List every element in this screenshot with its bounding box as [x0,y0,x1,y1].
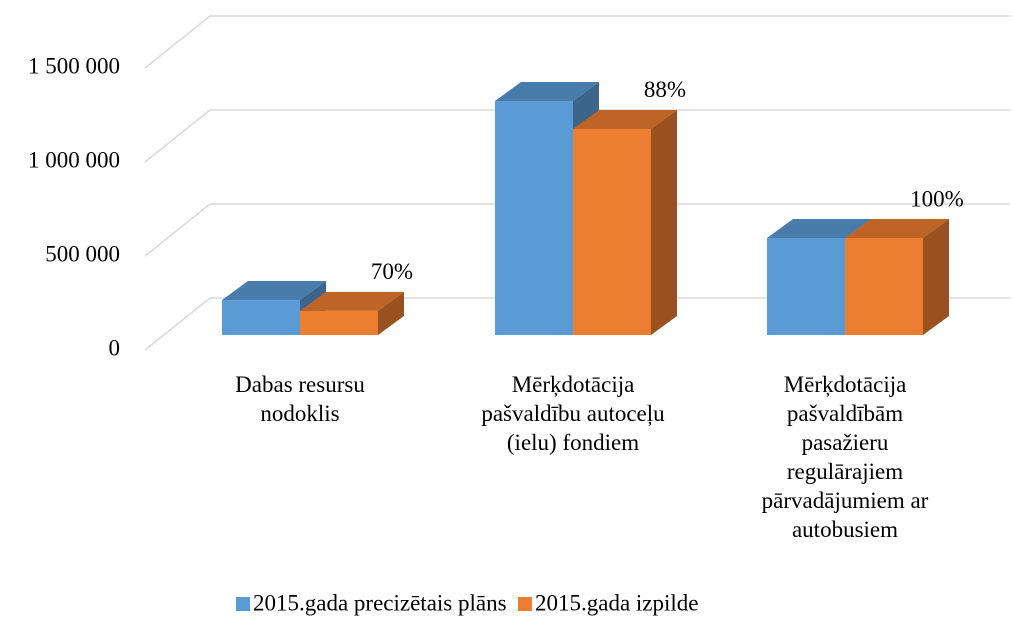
value-label: 70% [371,259,413,284]
bar [767,237,845,335]
value-label: 88% [644,77,686,102]
grid-line [144,109,211,163]
x-tick-label: Mērķdotācija pašvaldībām pasažieru regul… [761,372,929,542]
bar [845,237,923,335]
bar [222,300,300,335]
bar-top [300,291,404,311]
bar-top [767,218,871,238]
x-tick-label: Dabas resursu nodoklis [235,372,365,426]
bar-side [923,218,949,335]
legend-label: 2015.gada izpilde [535,590,699,615]
y-tick-label: 0 [109,335,121,360]
legend-swatch [236,597,250,611]
legend-label: 2015.gada precizētais plāns [253,590,507,615]
y-tick-label: 1 500 000 [28,53,120,78]
value-label: 100% [910,186,964,211]
y-tick-label: 500 000 [45,241,120,266]
bar [495,100,573,335]
bar-top [845,218,949,238]
bar [300,310,378,335]
grid-line [144,297,211,351]
y-tick-label: 1 000 000 [28,147,120,172]
bar-top [573,109,677,129]
bar-top [495,81,599,101]
x-tick-label: Mērķdotācija pašvaldību autoceļu (ielu) … [481,372,665,455]
bar [573,128,651,335]
bar-top [222,281,326,301]
legend-swatch [518,597,532,611]
grid-line [144,203,211,257]
grid-line [144,15,211,69]
bar-side [651,109,677,336]
bar-side [378,291,404,335]
